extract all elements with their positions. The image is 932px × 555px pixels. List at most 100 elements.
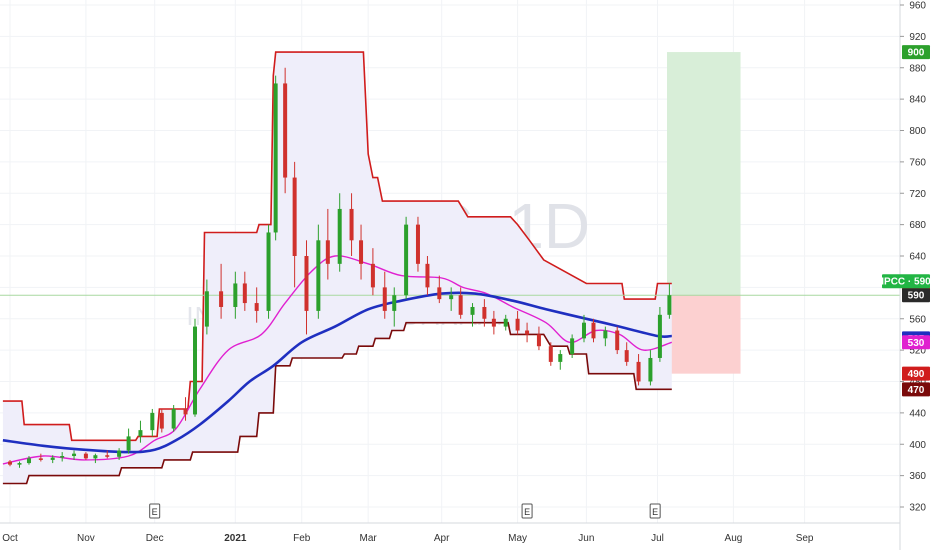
candle: [50, 455, 55, 464]
candle-body: [370, 263, 375, 288]
x-axis[interactable]: Oct Nov Dec 2021 Feb Mar Apr May Jun Jul Aug Sep: [0, 522, 932, 550]
earnings-marker[interactable]: E: [149, 503, 161, 519]
earnings-marker-label: E: [524, 507, 530, 517]
y-tick-label: 320: [909, 503, 926, 514]
candle: [515, 310, 520, 335]
candle-body: [603, 330, 608, 339]
candle: [570, 334, 575, 358]
symbol-tag-label: IPCC · 590: [881, 277, 931, 288]
price-badge: 530: [902, 335, 930, 350]
candle-body: [449, 295, 454, 300]
candle: [233, 271, 238, 319]
candle-body: [17, 463, 22, 465]
candle: [503, 314, 508, 331]
candle-body: [316, 240, 321, 311]
candle-body: [117, 450, 122, 457]
earnings-marker-label: E: [152, 507, 158, 517]
y-tick-label: 640: [909, 252, 926, 263]
candle-body: [159, 412, 164, 429]
x-tick-label: Nov: [77, 533, 95, 544]
candle-body: [382, 287, 387, 311]
position-tool[interactable]: [667, 52, 741, 374]
price-badge: 490: [902, 366, 930, 381]
candle: [482, 299, 487, 327]
candle: [117, 448, 122, 460]
candle-body: [648, 357, 653, 382]
candle-body: [470, 306, 475, 315]
candle: [193, 318, 198, 417]
candle: [591, 318, 596, 343]
candle-body: [138, 430, 143, 437]
candle: [316, 224, 321, 319]
candle: [536, 326, 541, 351]
price-channel: [0, 51, 900, 485]
candle: [548, 342, 553, 366]
candle-body: [667, 295, 672, 315]
candle-body: [273, 83, 278, 233]
earnings-marker-label: E: [652, 507, 658, 517]
candle: [266, 224, 271, 319]
target-zone: [667, 52, 741, 296]
candle: [105, 450, 110, 459]
candle: [349, 193, 354, 256]
candle-body: [437, 287, 442, 300]
candle: [126, 428, 131, 454]
candle-body: [425, 263, 430, 288]
x-tick-label: Feb: [293, 533, 311, 544]
earnings-marker[interactable]: E: [521, 503, 533, 519]
price-badge-box: [902, 45, 930, 60]
candle-body: [337, 208, 342, 264]
candle-body: [325, 240, 330, 264]
candle: [72, 450, 77, 460]
candle: [470, 303, 475, 327]
x-tick-label: Aug: [725, 533, 743, 544]
candle-body: [8, 461, 12, 465]
price-badge-box: [902, 366, 930, 381]
candle-body: [404, 224, 409, 296]
candle-body: [304, 256, 309, 311]
price-badge-label: 490: [908, 369, 925, 380]
candle: [437, 275, 442, 304]
candle-body: [558, 354, 563, 362]
candle-body: [266, 232, 271, 311]
stop-zone: [667, 295, 741, 374]
price-badge: 590: [902, 288, 930, 303]
slow-ma-line: [2, 291, 672, 454]
price-badge-label: 530: [908, 338, 925, 349]
candle: [242, 271, 247, 311]
x-tick-label: May: [508, 533, 527, 544]
candle: [254, 287, 259, 323]
candle: [93, 453, 98, 464]
candle-body: [219, 291, 224, 307]
candle: [603, 326, 608, 347]
y-tick-label: 920: [909, 32, 926, 43]
candle: [150, 408, 155, 437]
symbol-tag-box: [882, 274, 930, 289]
y-tick-label: 400: [909, 440, 926, 451]
candlesticks[interactable]: [8, 67, 672, 468]
candle: [392, 287, 397, 327]
candle-body: [636, 361, 641, 382]
x-tick-label: Mar: [360, 533, 378, 544]
earnings-marker-box: [521, 503, 533, 519]
candle: [8, 459, 12, 467]
x-tick-label: Jul: [651, 533, 664, 544]
candle-body: [150, 412, 155, 431]
price-badge: 470: [902, 382, 930, 397]
earnings-marker[interactable]: E: [649, 503, 661, 519]
candle-body: [591, 322, 596, 339]
candle-body: [515, 318, 520, 331]
candle-body: [570, 338, 575, 355]
candle: [17, 461, 22, 468]
candle: [615, 326, 620, 355]
y-tick-label: 440: [909, 408, 926, 419]
candle-body: [193, 326, 198, 415]
candle: [183, 397, 188, 421]
y-tick-label: 760: [909, 157, 926, 168]
candle: [292, 161, 297, 288]
candle: [404, 216, 409, 300]
candle: [636, 354, 641, 386]
